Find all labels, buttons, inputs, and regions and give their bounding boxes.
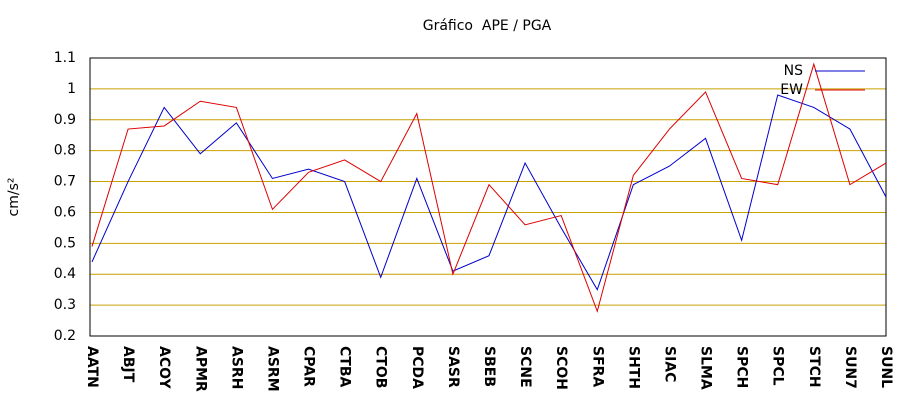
- y-tick-label: 1: [67, 81, 76, 97]
- plot-frame: [89, 57, 887, 337]
- y-tick-label: 0.3: [54, 297, 76, 313]
- x-tick-label: SHTH: [625, 346, 641, 389]
- y-tick-label: 0.4: [54, 266, 76, 282]
- x-tick-label: AATN: [84, 346, 100, 388]
- x-tick-label: SIAC: [661, 346, 677, 382]
- x-tick-label: SCOH: [553, 346, 569, 390]
- x-tick-label: SPCL: [770, 346, 786, 386]
- y-tick-label: 0.8: [54, 143, 76, 159]
- y-tick-label: 0.5: [54, 235, 76, 251]
- y-tick-label: 0.2: [54, 328, 76, 344]
- x-tick-label: PCDA: [409, 346, 425, 389]
- legend-label: NS: [784, 63, 803, 79]
- y-tick-label: 0.7: [54, 174, 76, 190]
- y-tick-label: 0.9: [54, 112, 76, 128]
- y-tick-label: 0.6: [54, 204, 76, 220]
- x-tick-label: SCNE: [517, 346, 533, 388]
- series-line: [91, 62, 887, 313]
- x-tick-label: ASRH: [228, 346, 244, 389]
- x-tick-label: ASRM: [264, 346, 280, 392]
- x-tick-label: ABJT: [120, 346, 136, 383]
- y-axis-label: cm/s²: [6, 178, 22, 217]
- x-tick-label: SUN7: [842, 346, 858, 389]
- y-tick-label: 1.1: [54, 50, 76, 66]
- x-tick-label: STCH: [806, 346, 822, 388]
- x-tick-label: CTBA: [337, 346, 353, 387]
- x-tick-label: ACOY: [156, 346, 172, 390]
- x-tick-label: SBEB: [481, 346, 497, 387]
- x-tick-label: SUNL: [878, 346, 894, 388]
- chart-title: Gráfico APE / PGA: [423, 18, 552, 34]
- x-tick-label: SASR: [445, 346, 461, 388]
- x-tick-label: CPAR: [301, 346, 317, 387]
- series-line: [91, 94, 887, 291]
- x-tick-label: SPCH: [734, 346, 750, 388]
- x-tick-label: SLMA: [698, 346, 714, 390]
- x-tick-label: CTOB: [373, 346, 389, 388]
- x-tick-label: SFRA: [589, 346, 605, 387]
- legend-label: EW: [780, 82, 803, 98]
- x-tick-label: APMR: [192, 346, 208, 392]
